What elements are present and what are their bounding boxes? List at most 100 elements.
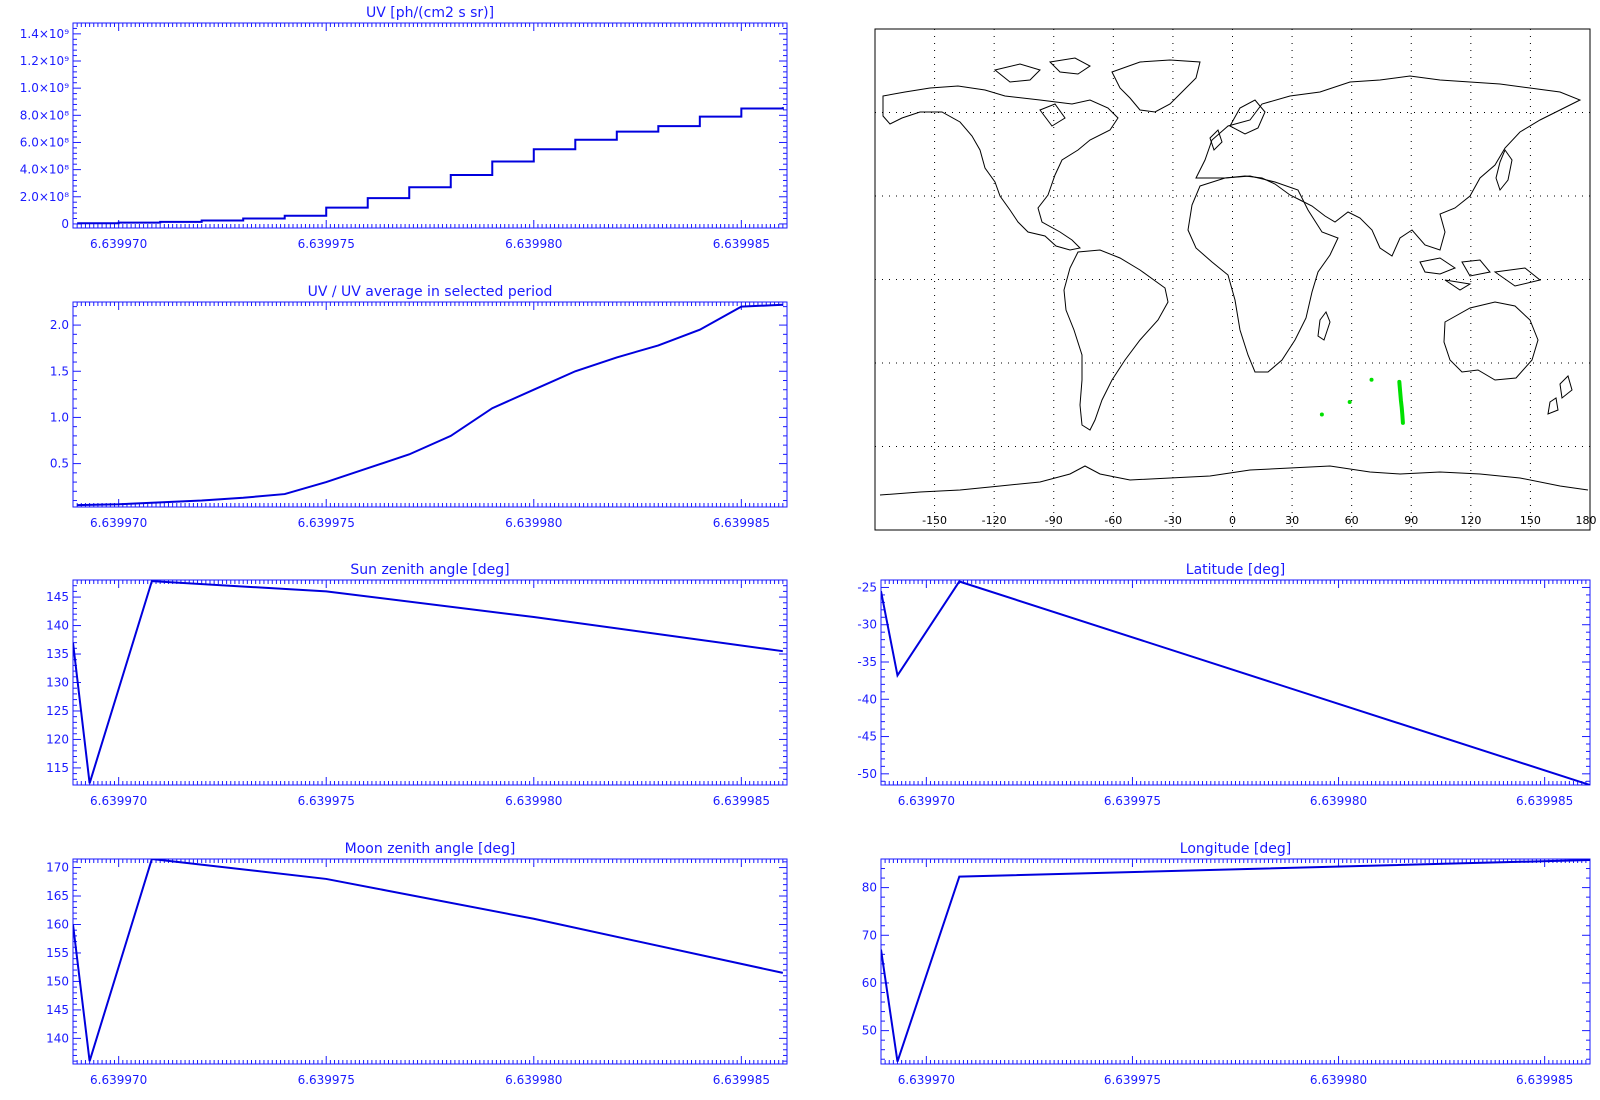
plot-frame (72, 579, 788, 786)
x-tick-label: 6.639985 (713, 237, 770, 251)
x-tick-label: 6.639975 (298, 1073, 355, 1087)
madagascar-coast (1317, 310, 1331, 341)
y-tick-label: 70 (862, 928, 877, 942)
y-tick-label: 1.0×10⁹ (20, 81, 69, 95)
y-tick-label: -50 (857, 767, 877, 781)
plot-title: UV / UV average in selected period (308, 284, 553, 300)
x-tick-label: 6.639975 (298, 237, 355, 251)
map-coastlines (879, 57, 1589, 496)
plot-title: Longitude [deg] (1180, 841, 1291, 857)
track-line (1397, 379, 1405, 425)
x-tick-label: 6.639970 (90, 1073, 147, 1087)
y-tick-label: 160 (46, 917, 69, 931)
greenland-coast (1111, 59, 1201, 113)
x-tick-label: 6.639985 (713, 1073, 770, 1087)
south-america-coast (1063, 249, 1169, 431)
antarctica-coast (879, 465, 1589, 496)
y-tick-label: 145 (46, 590, 69, 604)
eurasia-coast (1195, 75, 1582, 257)
map-tick-label: -120 (982, 514, 1007, 527)
plot-title: Sun zenith angle [deg] (350, 562, 509, 578)
x-tick-label: 6.639980 (1310, 1073, 1367, 1087)
series-line (77, 107, 784, 225)
y-tick-label: 50 (862, 1024, 877, 1038)
x-tick-label: 6.639975 (298, 794, 355, 808)
north-america-coast (882, 85, 1119, 251)
y-tick-label: -25 (857, 580, 877, 594)
x-tick-label: 6.639980 (505, 1073, 562, 1087)
y-tick-label: -35 (857, 655, 877, 669)
x-tick-label: 6.639985 (1516, 1073, 1573, 1087)
map-tick-label: -150 (922, 514, 947, 527)
uv-ratio-panel: UV / UV average in selected period 6.6399… (50, 284, 788, 530)
y-tick-label: 1.5 (50, 364, 69, 378)
map-tick-label: -60 (1104, 514, 1122, 527)
map-tick-label: 0 (1229, 514, 1236, 527)
new-zealand-coast (1547, 375, 1573, 415)
x-tick-label: 6.639970 (90, 516, 147, 530)
y-tick-label: 170 (46, 861, 69, 875)
x-tick-label: 6.639970 (898, 1073, 955, 1087)
x-tick-label: 6.639980 (1310, 794, 1367, 808)
x-tick-label: 6.639975 (1104, 1073, 1161, 1087)
y-tick-label: 80 (862, 881, 877, 895)
series-line (881, 859, 1590, 1062)
y-tick-label: 120 (46, 732, 69, 746)
y-tick-label: 8.0×10⁸ (20, 108, 69, 122)
plot-frame (880, 858, 1591, 1065)
y-tick-label: 2.0×10⁸ (20, 190, 69, 204)
map-tick-label: 120 (1460, 514, 1481, 527)
y-tick-label: -45 (857, 730, 877, 744)
x-tick-label: 6.639975 (298, 516, 355, 530)
map-tick-label: -90 (1045, 514, 1063, 527)
satellite-track (1319, 377, 1405, 425)
y-tick-label: 145 (46, 1003, 69, 1017)
x-tick-label: 6.639975 (1104, 794, 1161, 808)
japan-coast (1495, 148, 1513, 192)
y-tick-label: 6.0×10⁸ (20, 135, 69, 149)
x-tick-label: 6.639985 (713, 516, 770, 530)
y-tick-label: 1.4×10⁹ (20, 27, 69, 41)
x-tick-label: 6.639980 (505, 237, 562, 251)
plot-frame (72, 858, 788, 1065)
y-tick-label: -40 (857, 692, 877, 706)
map-longitude-ticks: -150 -120 -90 -60 -30 0 30 60 90 120 150 180 (922, 514, 1596, 527)
y-tick-label: -30 (857, 618, 877, 632)
y-tick-label: 0.5 (50, 457, 69, 471)
x-tick-label: 6.639970 (898, 794, 955, 808)
australia-coast (1443, 301, 1539, 381)
y-tick-label: 60 (862, 976, 877, 990)
plot-title: Latitude [deg] (1186, 562, 1285, 578)
series-line (73, 580, 783, 784)
y-tick-label: 115 (46, 761, 69, 775)
map-tick-label: 60 (1345, 514, 1359, 527)
plot-frame (880, 579, 1591, 786)
map-tick-label: 90 (1404, 514, 1418, 527)
y-tick-label: 165 (46, 889, 69, 903)
map-gridlines (875, 29, 1590, 530)
track-point (1319, 412, 1324, 417)
x-tick-label: 6.639985 (713, 794, 770, 808)
moon-zenith-panel: Moon zenith angle [deg] 6.639970 6.639975 6… (46, 841, 788, 1087)
plot-frame (72, 301, 788, 508)
world-map-panel: -150 -120 -90 -60 -30 0 30 60 90 120 150 180 (874, 28, 1597, 531)
map-tick-label: 30 (1285, 514, 1299, 527)
africa-coast (1187, 175, 1339, 373)
x-tick-label: 6.639970 (90, 794, 147, 808)
y-tick-label: 140 (46, 619, 69, 633)
y-tick-label: 0 (61, 217, 69, 231)
series-line (77, 303, 783, 507)
y-tick-label: 2.0 (50, 318, 69, 332)
series-line (881, 580, 1590, 785)
map-tick-label: -30 (1164, 514, 1182, 527)
y-tick-label: 130 (46, 676, 69, 690)
x-tick-label: 6.639980 (505, 794, 562, 808)
longitude-panel: Longitude [deg] 6.639970 6.639975 6.639980 6… (862, 841, 1591, 1087)
series-line (73, 859, 784, 1062)
y-tick-label: 1.0 (50, 410, 69, 424)
plot-title: UV [ph/(cm2 s sr)] (366, 5, 494, 21)
arctic-islands-coast (993, 57, 1091, 127)
scandinavia-coast (1209, 99, 1266, 151)
x-tick-label: 6.639980 (505, 516, 562, 530)
